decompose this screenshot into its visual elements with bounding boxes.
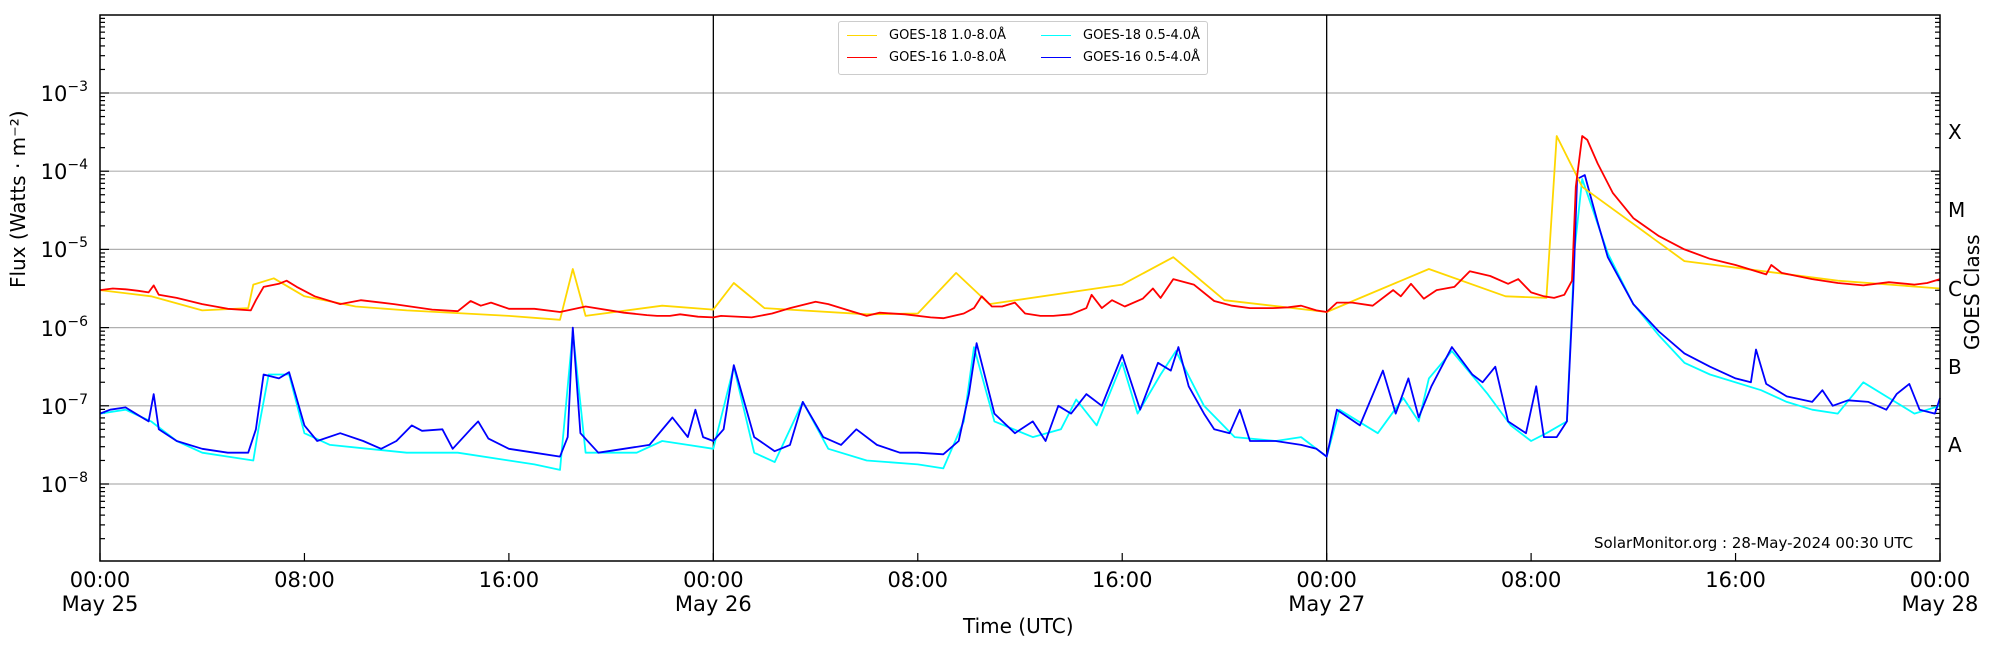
y-tick-label: 10−6 xyxy=(40,313,88,341)
legend-label: GOES-16 1.0-8.0Å xyxy=(889,50,1007,65)
x-tick-label: 16:00 xyxy=(1705,568,1766,592)
credit-text: SolarMonitor.org : 28-May-2024 00:30 UTC xyxy=(1594,534,1914,552)
x-tick-label: 16:00 xyxy=(1091,568,1153,592)
y-tick-label: 10−8 xyxy=(40,470,88,497)
legend-label: GOES-18 1.0-8.0Å xyxy=(889,28,1007,43)
legend-swatch xyxy=(847,57,877,58)
legend-item-goes16-short: GOES-16 0.5-4.0Å xyxy=(1041,48,1200,68)
goes-class-label: B xyxy=(1948,354,1962,379)
legend-label: GOES-18 0.5-4.0Å xyxy=(1083,28,1201,43)
series-line xyxy=(99,135,1941,321)
legend-swatch xyxy=(1041,35,1071,36)
legend-item-goes18-long: GOES-18 1.0-8.0Å xyxy=(847,26,1006,46)
x-tick-label: 00:00 May 25 xyxy=(61,568,139,616)
goes-class-label: A xyxy=(1948,432,1962,457)
series-line xyxy=(99,135,1941,320)
y-tick-label: 10−3 xyxy=(40,79,88,106)
y-tick-label: 10−5 xyxy=(40,235,88,263)
legend-label: GOES-16 0.5-4.0Å xyxy=(1083,50,1201,65)
x-tick-label: 08:00 xyxy=(1500,568,1562,592)
x-axis-label: Time (UTC) xyxy=(963,614,1074,638)
series-line xyxy=(99,174,1941,458)
goes-class-axis-label: GOES Class xyxy=(1960,234,1984,350)
goes-class-label: X xyxy=(1948,120,1962,145)
x-tick-label: 00:00 May 26 xyxy=(674,568,752,616)
goes-class-label: M xyxy=(1948,198,1966,223)
x-tick-label: 16:00 xyxy=(478,568,540,592)
legend-swatch xyxy=(847,35,877,36)
x-tick-label: 00:00 May 28 xyxy=(1901,568,1979,616)
x-tick-label: 08:00 xyxy=(274,568,335,592)
y-tick-label: 10−7 xyxy=(40,391,88,419)
x-tick-label: 00:00 May 27 xyxy=(1288,568,1366,616)
series-line xyxy=(99,178,1941,471)
goes-class-label: C xyxy=(1948,276,1962,301)
legend-swatch xyxy=(1041,57,1071,58)
x-tick-label: 08:00 xyxy=(887,568,949,592)
plot-frame xyxy=(99,14,1941,562)
legend-item-goes16-long: GOES-16 1.0-8.0Å xyxy=(847,48,1006,68)
legend-item-goes18-short: GOES-18 0.5-4.0Å xyxy=(1041,26,1200,46)
legend: GOES-18 1.0-8.0Å GOES-16 1.0-8.0Å GOES-1… xyxy=(838,21,1208,75)
y-tick-label: 10−4 xyxy=(40,157,88,185)
